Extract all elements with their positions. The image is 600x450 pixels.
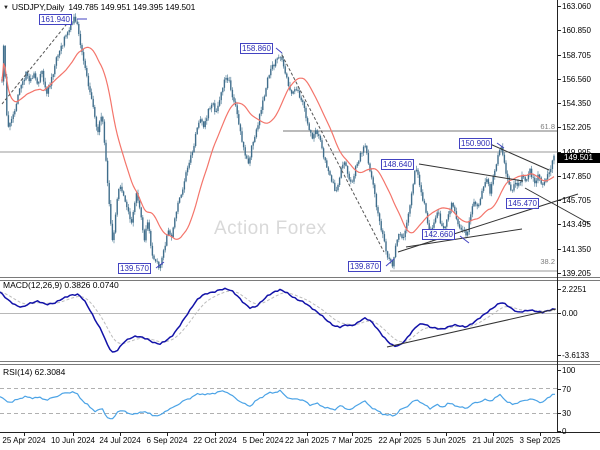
price-annotation-142-660[interactable]: 142.660 [422,229,455,240]
price-annotation-158-860[interactable]: 158.860 [240,43,273,54]
rsi-title: RSI(14) 62.3084 [3,367,66,377]
chart-title-bar: ▼ USDJPY,Daily 149.785 149.951 149.395 149… [3,2,195,12]
price-annotation-139-570[interactable]: 139.570 [118,263,151,274]
price-annotation-150-900[interactable]: 150.900 [459,138,492,149]
watermark: Action Forex [214,218,327,239]
price-annotation-139-870[interactable]: 139.870 [348,261,381,272]
fib-38-2-label: 38.2 [540,257,555,266]
symbol-title: USDJPY,Daily [11,2,65,12]
fib-61-8-label: 61.8 [540,122,555,131]
macd-title: MACD(12,26,9) 0.3826 0.0740 [3,280,119,290]
symbol-dropdown-icon[interactable]: ▼ [3,5,9,11]
current-price-tag: 149.501 [557,153,600,163]
price-annotation-145-470[interactable]: 145.470 [506,198,539,209]
title-ohlc-values: 149.785 149.951 149.395 149.501 [68,2,196,12]
price-annotation-161-940[interactable]: 161.940 [39,14,72,25]
price-annotation-148-640[interactable]: 148.640 [381,159,414,170]
